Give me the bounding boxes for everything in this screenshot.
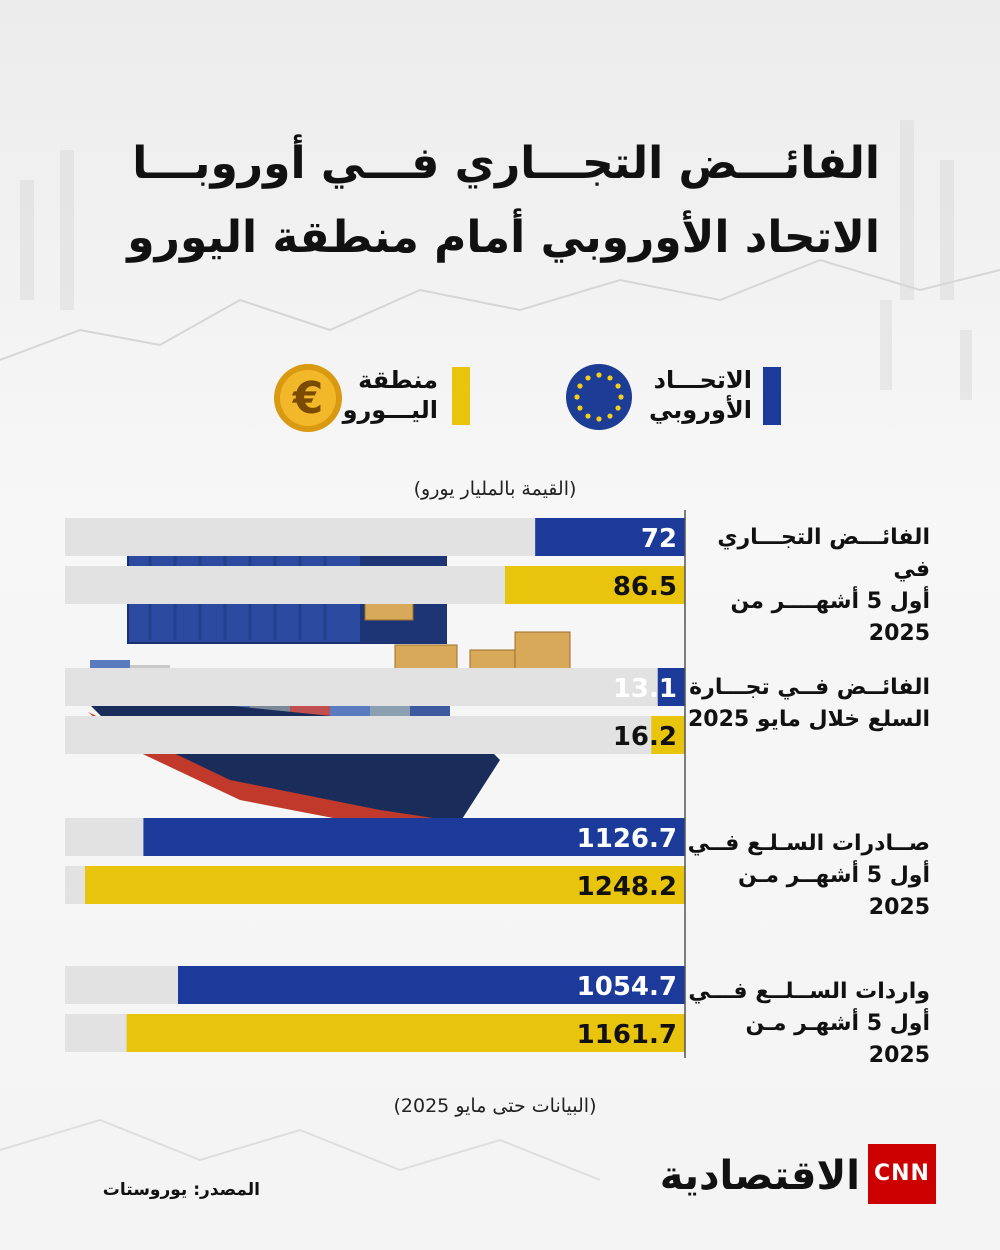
bar-track (65, 716, 685, 754)
category-label-4: واردات الســلــع فـــي أول 5 أشهـر مـن 2… (680, 976, 930, 1072)
cnn-logo: CNN (868, 1144, 936, 1204)
data-label-eurozone-2: 16.2 (613, 722, 677, 752)
category-label-1: الفائـــض التجـــاري في أول 5 أشهــــر م… (680, 522, 930, 650)
eu-flag-icon (566, 364, 632, 430)
date-note: (البيانات حتى مايو 2025) (393, 1095, 597, 1117)
category-3-line1: صــادرات السـلـع فــي (687, 831, 930, 856)
bar-eu-4 (178, 966, 685, 1004)
bar-eurozone-4 (126, 1014, 685, 1052)
chart-title-line1: الفائـــض التجـــاري فـــي أوروبـــا (132, 138, 880, 189)
category-3-line2: أول 5 أشهــر مـن 2025 (738, 863, 930, 920)
unit-note: (القيمة بالمليار يورو) (413, 478, 577, 500)
bar-eurozone-2 (651, 716, 685, 754)
bar-eu-1 (535, 518, 685, 556)
category-2-line2: السلع خلال مايو 2025 (688, 707, 930, 732)
legend-label-eu: الاتحـــاد الأوروبي (632, 365, 752, 425)
legend-swatch-eurozone (452, 367, 470, 425)
bar-eurozone-1 (505, 566, 685, 604)
data-label-eu-4: 1054.7 (577, 972, 677, 1002)
legend-label-eurozone: منطقة اليـــورو (318, 365, 438, 425)
category-1-line1: الفائـــض التجـــاري في (717, 525, 930, 582)
chart-title-line2: الاتحاد الأوروبي أمام منطقة اليورو (127, 212, 880, 263)
data-label-eurozone-3: 1248.2 (577, 872, 677, 902)
legend-eu-line1: الاتحـــاد (653, 366, 752, 394)
category-1-line2: أول 5 أشهــــر من 2025 (730, 589, 930, 646)
category-4-line2: أول 5 أشهـر مـن 2025 (745, 1011, 930, 1068)
legend-eu-line2: الأوروبي (648, 396, 752, 424)
legend-swatch-eu (763, 367, 781, 425)
category-2-line1: الفائــض فــي تجـــارة (689, 675, 930, 700)
euro-coin-icon: € (274, 364, 342, 432)
brand-name: الاقتصادية (659, 1153, 860, 1199)
category-label-3: صــادرات السـلـع فــي أول 5 أشهــر مـن 2… (680, 828, 930, 924)
category-4-line1: واردات الســلــع فـــي (688, 979, 930, 1004)
svg-text:€: € (292, 373, 324, 424)
legend-eurozone-line1: منطقة (358, 366, 438, 394)
data-label-eu-2: 13.1 (613, 674, 677, 704)
legend-eurozone-line2: اليـــورو (342, 396, 438, 424)
bar-eu-3 (143, 818, 685, 856)
data-label-eurozone-4: 1161.7 (577, 1020, 677, 1050)
source-note: المصدر: يوروستات (102, 1180, 260, 1200)
category-label-2: الفائــض فــي تجـــارة السلع خلال مايو 2… (680, 672, 930, 736)
bar-track (65, 668, 685, 706)
bar-eurozone-3 (85, 866, 685, 904)
data-label-eu-3: 1126.7 (577, 824, 677, 854)
bar-eu-2 (657, 668, 685, 706)
data-label-eu-1: 72 (641, 524, 677, 554)
data-label-eurozone-1: 86.5 (613, 572, 677, 602)
